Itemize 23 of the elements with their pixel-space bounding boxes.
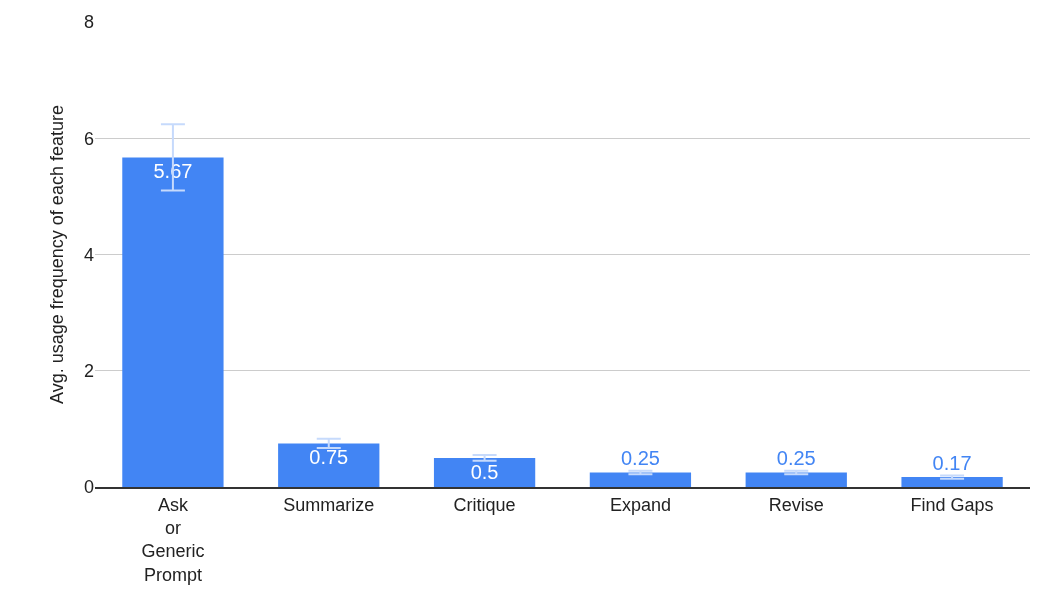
y-tick-label: 4 <box>83 244 94 265</box>
data-label: 0.25 <box>620 447 660 470</box>
bar <box>901 477 1003 487</box>
bar <box>589 472 692 487</box>
x-tick-label: Summarize <box>283 494 375 515</box>
y-tick-label: 2 <box>83 361 94 382</box>
data-label: 0.25 <box>776 447 816 470</box>
y-tick-label: 0 <box>83 477 94 498</box>
x-tick-label: Revise <box>768 494 824 515</box>
data-label: 0.17 <box>932 452 972 475</box>
data-label: 0.5 <box>470 460 499 483</box>
y-tick-label: 8 <box>83 12 94 33</box>
y-axis-title: Avg. usage frequency of each feature <box>47 105 68 404</box>
x-tick-label: Critique <box>453 494 516 515</box>
x-tick-label: Expand <box>609 494 671 515</box>
x-tick-label: Ask or Generic Prompt <box>141 494 205 585</box>
bar <box>433 457 536 487</box>
bar <box>278 443 380 487</box>
data-label: 0.75 <box>309 446 349 469</box>
y-tick-label: 6 <box>83 128 94 149</box>
bar <box>745 472 847 487</box>
bar <box>122 157 224 487</box>
x-tick-label: Find Gaps <box>910 494 994 515</box>
